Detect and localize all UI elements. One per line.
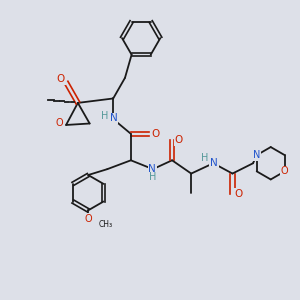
Text: H: H (201, 153, 209, 163)
Text: CH₃: CH₃ (98, 220, 112, 229)
Text: N: N (148, 164, 156, 173)
Text: O: O (57, 74, 65, 84)
Text: O: O (174, 135, 183, 145)
Text: H: H (101, 110, 109, 121)
Text: N: N (110, 113, 118, 124)
Text: O: O (235, 189, 243, 199)
Text: O: O (281, 166, 289, 176)
Text: N: N (253, 150, 260, 160)
Text: O: O (151, 129, 159, 139)
Text: O: O (56, 118, 63, 128)
Text: N: N (210, 158, 218, 168)
Text: O: O (84, 214, 92, 224)
Text: H: H (149, 172, 156, 182)
